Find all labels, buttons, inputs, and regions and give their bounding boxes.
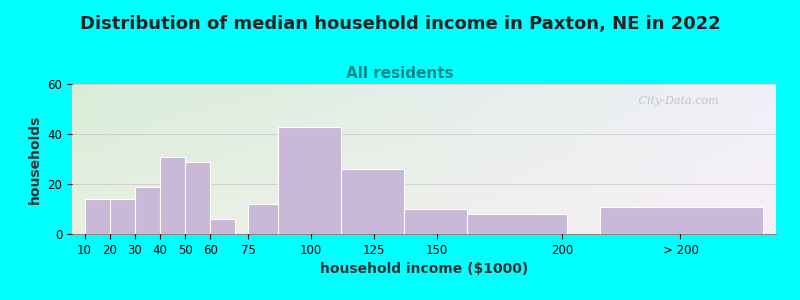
Text: All residents: All residents [346, 66, 454, 81]
Bar [85, 199, 110, 234]
Bar [110, 199, 135, 234]
Bar [248, 204, 278, 234]
Bar [600, 206, 763, 234]
Bar [278, 127, 341, 234]
Bar [466, 214, 567, 234]
Text: Distribution of median household income in Paxton, NE in 2022: Distribution of median household income … [80, 15, 720, 33]
Y-axis label: households: households [28, 114, 42, 204]
Text: City-Data.com: City-Data.com [635, 96, 719, 106]
Bar [210, 219, 235, 234]
Bar [160, 157, 185, 234]
Bar [185, 161, 210, 234]
Bar [341, 169, 404, 234]
X-axis label: household income ($1000): household income ($1000) [320, 262, 528, 276]
Bar [135, 187, 160, 234]
Bar [404, 209, 466, 234]
